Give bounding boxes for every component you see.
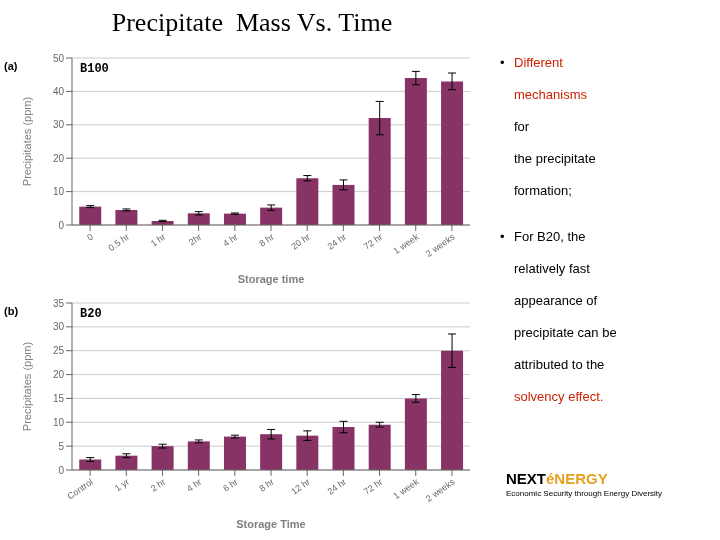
- svg-text:15: 15: [53, 393, 65, 404]
- svg-text:72 hr: 72 hr: [362, 232, 385, 252]
- svg-text:5: 5: [58, 441, 64, 452]
- svg-text:20: 20: [53, 153, 65, 164]
- svg-text:0.5 hr: 0.5 hr: [106, 232, 131, 253]
- svg-text:Precipitates (ppm): Precipitates (ppm): [21, 342, 33, 431]
- svg-text:1 yr: 1 yr: [113, 477, 131, 494]
- html-text:(b): (b): [4, 305, 18, 317]
- html-text:NEXT éNERGY: NEXT éNERGY: [506, 470, 608, 487]
- svg-text:0: 0: [85, 232, 95, 243]
- svg-text:30: 30: [53, 119, 65, 130]
- svg-text:4 hr: 4 hr: [221, 232, 239, 249]
- svg-text:6 hr: 6 hr: [221, 477, 239, 494]
- html-text:for: for: [514, 119, 530, 134]
- svg-text:0: 0: [58, 220, 64, 231]
- svg-text:8 hr: 8 hr: [257, 232, 275, 249]
- svg-text:Control: Control: [65, 477, 95, 502]
- html-text:relatively fast: relatively fast: [514, 261, 590, 276]
- html-text:formation;: formation;: [514, 183, 572, 198]
- html-text:appearance of: appearance of: [514, 293, 598, 308]
- svg-text:72 hr: 72 hr: [362, 477, 385, 497]
- html-text:B100: B100: [80, 62, 109, 76]
- svg-text:0: 0: [58, 465, 64, 476]
- svg-text:20 hr: 20 hr: [289, 232, 312, 252]
- svg-text:2hr: 2hr: [187, 232, 203, 248]
- svg-text:Storage Time: Storage Time: [236, 518, 306, 530]
- html-text:(a): (a): [4, 60, 18, 72]
- svg-text:20: 20: [53, 369, 65, 380]
- svg-text:24 hr: 24 hr: [326, 232, 349, 252]
- html-text:mechanisms: mechanisms: [514, 87, 587, 102]
- svg-text:Precipitates (ppm): Precipitates (ppm): [21, 97, 33, 186]
- svg-text:10: 10: [53, 186, 65, 197]
- html-text:attributed to the: attributed to the: [514, 357, 605, 372]
- svg-text:1 week: 1 week: [391, 231, 421, 256]
- html-text:For B20, the: For B20, the: [514, 229, 586, 244]
- svg-text:1 week: 1 week: [391, 476, 421, 501]
- html-text:Economic Security through Ener: Economic Security through Energy Diversi…: [506, 489, 663, 498]
- svg-text:50: 50: [53, 53, 65, 64]
- svg-text:12 hr: 12 hr: [289, 477, 312, 497]
- svg-text:30: 30: [53, 321, 65, 332]
- html-text:B20: B20: [80, 307, 102, 321]
- html-text:Different: Different: [514, 55, 563, 70]
- svg-text:2 hr: 2 hr: [149, 477, 167, 494]
- svg-text:8 hr: 8 hr: [257, 477, 275, 494]
- svg-text:2 weeks: 2 weeks: [424, 231, 457, 258]
- svg-text:25: 25: [53, 345, 65, 356]
- svg-text:2 weeks: 2 weeks: [424, 476, 457, 503]
- svg-text:35: 35: [53, 298, 65, 309]
- svg-text:4 hr: 4 hr: [185, 477, 203, 494]
- svg-text:10: 10: [53, 417, 65, 428]
- html-text:precipitate can be: precipitate can be: [514, 325, 617, 340]
- svg-text:Storage time: Storage time: [238, 273, 305, 285]
- svg-text:1 hr: 1 hr: [149, 232, 167, 249]
- html-text:Precipitate Mass Vs. Time: Precipitate Mass Vs. Time: [111, 8, 393, 37]
- html-text:solvency effect.: solvency effect.: [514, 389, 604, 404]
- svg-text:24 hr: 24 hr: [326, 477, 349, 497]
- html-text:the precipitate: the precipitate: [514, 151, 596, 166]
- svg-text:40: 40: [53, 86, 65, 97]
